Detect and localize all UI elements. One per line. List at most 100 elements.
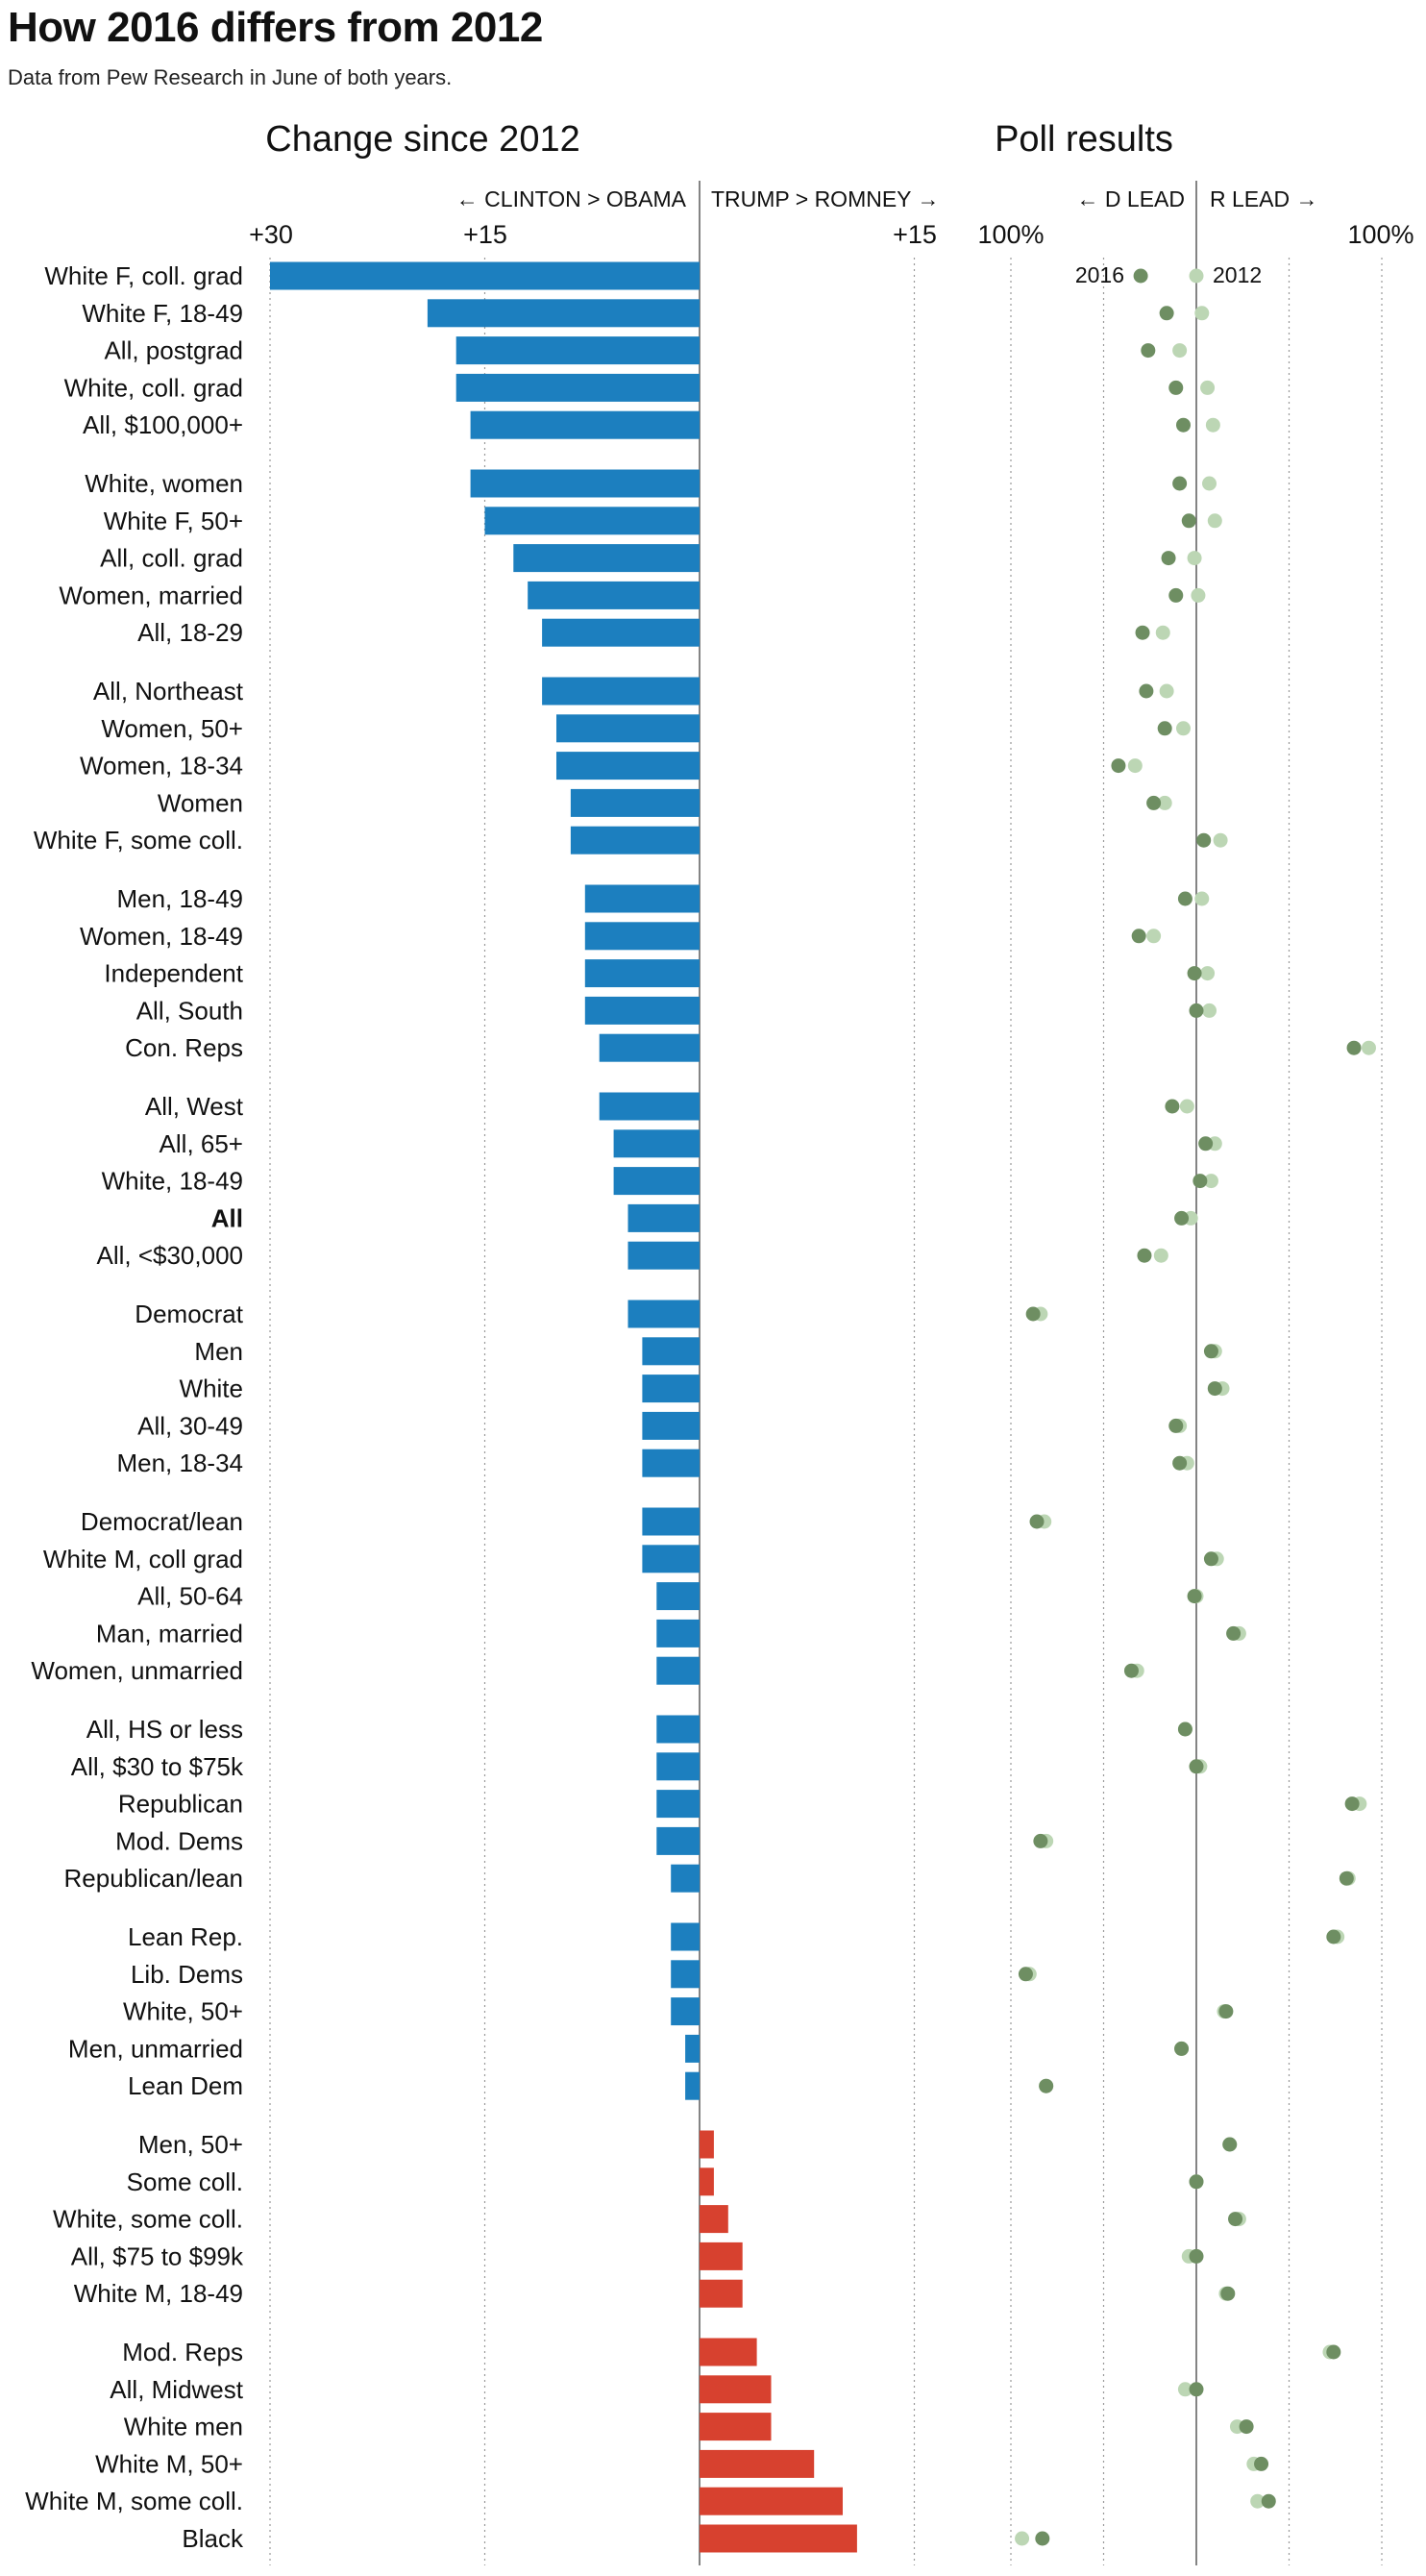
bar-white-18-49 (613, 1167, 700, 1196)
dot-2016-lean-dem (1039, 2078, 1054, 2093)
dot-2016-mod-reps (1326, 2344, 1341, 2360)
dot-2012-women-18-34 (1127, 758, 1143, 774)
bar-white (642, 1375, 700, 1403)
bar-all-midwest (700, 2375, 772, 2404)
category-label-white-f-50: White F, 50+ (104, 507, 243, 535)
dot-2012-women-50 (1175, 721, 1191, 736)
category-label-white-coll-grad: White, coll. grad (64, 373, 243, 402)
bar-all-18-29 (542, 618, 700, 647)
dot-2016-man-married (1226, 1625, 1242, 1641)
category-label-men-18-34: Men, 18-34 (116, 1449, 243, 1477)
dot-2012-all-postgrad (1172, 343, 1188, 359)
bar-man-married (656, 1619, 700, 1647)
bar-white-some-coll (700, 2205, 728, 2234)
category-label-all-30-49: All, 30-49 (137, 1411, 243, 1440)
dot-2016-white-f-18-49 (1159, 306, 1174, 321)
category-label-women-married: Women, married (59, 581, 243, 609)
bar-women (570, 788, 700, 817)
dot-2012-black (1015, 2531, 1030, 2546)
dot-2016-white-f-50 (1181, 513, 1196, 529)
dot-2012-white-f-18-49 (1194, 306, 1210, 321)
bar-independent (584, 959, 700, 988)
dot-2016-all-south (1189, 1003, 1204, 1018)
bar-tick-plus15: +15 (893, 220, 937, 249)
dot-2016-women-18-49 (1131, 929, 1146, 944)
category-labels: White F, coll. grad White F, 18-49 All, po… (25, 261, 244, 2553)
bar-tick-minus15: +15 (463, 220, 507, 249)
category-label-white-50: White, 50+ (123, 1997, 243, 2026)
r-lead-label: R LEAD → (1210, 186, 1317, 211)
dot-2012-con-reps (1361, 1040, 1376, 1055)
category-label-all-coll-grad: All, coll. grad (100, 544, 243, 573)
dot-2016-some-coll (1189, 2174, 1204, 2190)
bar-lean-dem (685, 2071, 700, 2100)
dot-2012-women-18-49 (1146, 929, 1162, 944)
dot-2012-men-18-49 (1194, 891, 1210, 906)
dot-2016-men-unmarried (1174, 2041, 1190, 2056)
dot-2016-women (1146, 795, 1162, 810)
category-label-women-18-49: Women, 18-49 (80, 922, 243, 951)
dot-2016-lib-dems (1018, 1967, 1033, 1982)
dot-2012-white-coll-grad (1200, 380, 1216, 395)
category-label-black: Black (182, 2524, 244, 2553)
bar-men-18-34 (642, 1449, 700, 1477)
bar-white-m-18-49 (700, 2279, 743, 2308)
dot-2012-white-f-50 (1207, 513, 1222, 529)
category-label-lib-dems: Lib. Dems (131, 1960, 243, 1989)
category-label-some-coll: Some coll. (127, 2167, 243, 2196)
bar-all-hs-or-less (656, 1715, 700, 1744)
bar-some-coll (700, 2167, 714, 2196)
category-label-all-18-29: All, 18-29 (137, 618, 243, 647)
bar-white-f-18-49 (427, 299, 700, 328)
dot-2016-all-west (1165, 1099, 1180, 1114)
category-label-all-30-000: All, <$30,000 (96, 1241, 243, 1270)
dot-2012-all-coll-grad (1187, 551, 1202, 566)
dot-2012-white-m-some-coll (1250, 2493, 1266, 2509)
dot-2016-mod-dems (1033, 1833, 1048, 1848)
grid-lines (269, 181, 1383, 2565)
category-label-women-unmarried: Women, unmarried (31, 1656, 243, 1685)
bar-white-women (470, 469, 700, 498)
bar-women-unmarried (656, 1656, 700, 1685)
category-label-all-75-to-99k: All, $75 to $99k (71, 2242, 244, 2270)
category-label-men-50: Men, 50+ (138, 2130, 243, 2159)
dot-2016-men (1203, 1344, 1218, 1359)
category-label-white: White (180, 1375, 243, 1403)
dot-2012-all-south (1202, 1003, 1217, 1018)
poll-panel-title: Poll results (995, 119, 1173, 160)
bar-panel-title: Change since 2012 (265, 119, 579, 160)
bar-white-m-some-coll (700, 2487, 843, 2515)
category-label-white-some-coll: White, some coll. (53, 2205, 243, 2234)
dot-2016-white-18-49 (1192, 1174, 1208, 1189)
bar-lib-dems (671, 1960, 700, 1989)
category-label-white-f-some-coll: White F, some coll. (34, 826, 243, 855)
dot-2016-white-men (1239, 2419, 1254, 2435)
category-label-all-100-000: All, $100,000+ (83, 410, 243, 439)
category-label-men-unmarried: Men, unmarried (68, 2034, 243, 2063)
category-label-man-married: Man, married (96, 1619, 243, 1647)
bar-all-30-49 (642, 1411, 700, 1440)
bar-men (642, 1337, 700, 1366)
bar-women-18-49 (584, 922, 700, 951)
bar-all-65 (613, 1129, 700, 1158)
dot-2016-white-m-some-coll (1261, 2493, 1276, 2509)
dot-2012-all-west (1179, 1099, 1194, 1114)
legend-2012-label: 2012 (1213, 262, 1262, 287)
category-label-republican-lean: Republican/lean (64, 1864, 243, 1893)
d-lead-label: ← D LEAD (1077, 186, 1185, 211)
bar-white-f-50 (484, 507, 700, 535)
dot-2016-all-midwest (1189, 2382, 1204, 2397)
dot-2016-all-75-to-99k (1189, 2248, 1204, 2264)
dot-2016-white-m-50 (1254, 2456, 1269, 2471)
category-label-all-65: All, 65+ (160, 1129, 243, 1158)
category-label-all-west: All, West (145, 1092, 244, 1121)
dot-2016-all-30-49 (1168, 1418, 1184, 1433)
category-label-lean-rep: Lean Rep. (128, 1922, 243, 1951)
bar-white-f-some-coll (570, 826, 700, 855)
bar-white-m-coll-grad (642, 1545, 700, 1573)
category-label-white-f-coll-grad: White F, coll. grad (44, 261, 243, 290)
category-label-white-m-50: White M, 50+ (95, 2449, 243, 2478)
dot-2012-independent (1200, 966, 1216, 981)
dot-2016-democrat-lean (1029, 1514, 1045, 1529)
